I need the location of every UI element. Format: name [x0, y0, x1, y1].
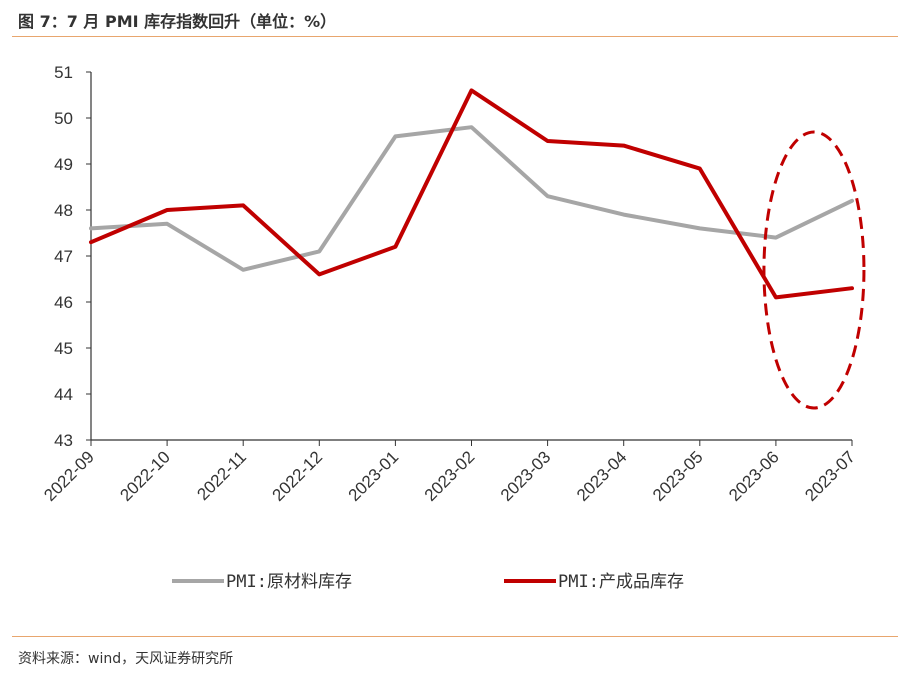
y-tick-label: 45	[54, 339, 73, 358]
y-tick-label: 49	[54, 155, 73, 174]
y-tick-label: 50	[54, 109, 73, 128]
x-tick-label: 2023-07	[801, 447, 859, 505]
series-lines	[89, 88, 854, 300]
highlight-ellipse	[762, 130, 866, 410]
y-tick-label: 43	[54, 431, 73, 450]
y-tick-label: 47	[54, 247, 73, 266]
legend-label-1: PMI:原材料库存	[226, 572, 352, 592]
y-tick-label: 44	[54, 385, 73, 404]
x-axis-tick-labels: 2022-09 2022-10 2022-11 2022-12 2023-01 2023-…	[40, 447, 859, 505]
bottom-divider	[12, 636, 898, 637]
top-divider	[12, 36, 898, 37]
y-tick-label: 46	[54, 293, 73, 312]
chart-axes	[86, 71, 853, 446]
x-tick-label: 2022-09	[40, 447, 98, 505]
x-tick-label: 2023-05	[649, 447, 707, 505]
y-tick-label: 51	[54, 63, 73, 82]
series-line-2	[89, 88, 854, 300]
chart-legend: PMI:原材料库存 PMI:产成品库存	[172, 572, 684, 592]
legend-label-2: PMI:产成品库存	[558, 572, 684, 592]
x-tick-label: 2022-12	[269, 447, 327, 505]
source-note: 资料来源：wind，天风证券研究所	[18, 651, 234, 667]
x-tick-label: 2022-10	[116, 447, 174, 505]
y-tick-label: 48	[54, 201, 73, 220]
x-tick-label: 2023-01	[345, 447, 403, 505]
x-tick-label: 2023-04	[573, 447, 631, 505]
series-line-1	[89, 125, 854, 272]
x-tick-label: 2023-06	[725, 447, 783, 505]
x-tick-label: 2023-03	[497, 447, 555, 505]
x-tick-label: 2023-02	[421, 447, 479, 505]
chart-title: 图 7：7 月 PMI 库存指数回升（单位：%）	[18, 12, 337, 31]
line-chart: 43 44 45 46 47 48 49 50 51 2022-09 2022-10 2022-11…	[40, 63, 866, 592]
y-axis-tick-labels: 43 44 45 46 47 48 49 50 51	[54, 63, 73, 450]
highlight-annotation	[762, 130, 866, 410]
x-tick-label: 2022-11	[193, 447, 250, 504]
